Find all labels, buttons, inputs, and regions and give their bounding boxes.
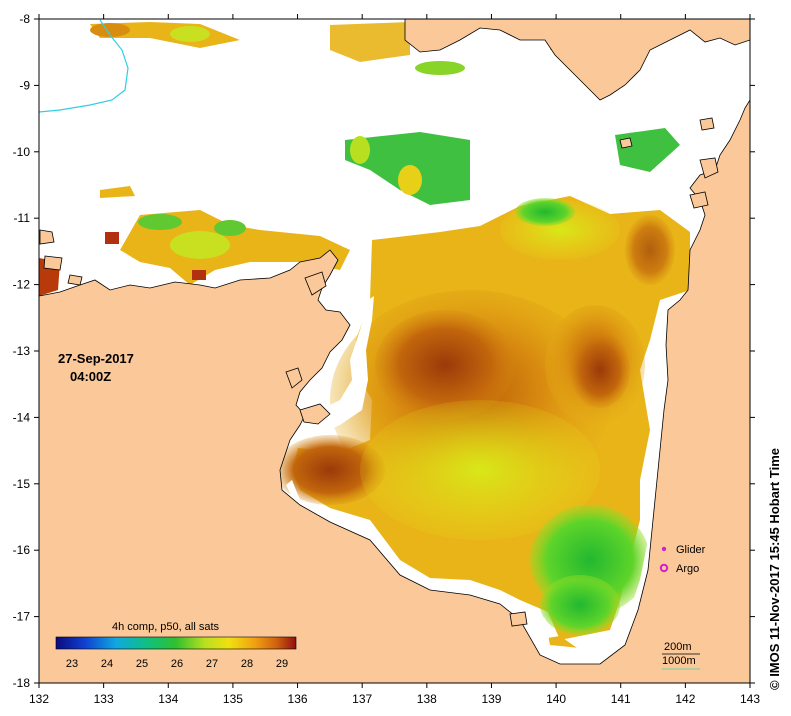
legend-argo: Argo: [676, 563, 699, 575]
isobath-1000m: 1000m: [662, 655, 696, 667]
glider-marker-icon: [661, 546, 667, 552]
x-tick-label: 132: [29, 692, 49, 706]
y-tick-label: -9: [19, 78, 30, 92]
colorbar-gradient: [55, 636, 297, 650]
colorbar-tick-label: 23: [66, 658, 78, 670]
x-tick-label: 137: [352, 692, 372, 706]
sst-field: [275, 196, 690, 640]
colorbar-ticks: 23 24 25 26 27 28 29: [66, 658, 288, 670]
land-new-guinea: [404, 19, 750, 101]
islands: [285, 367, 331, 425]
land-northern-territory: [39, 99, 750, 683]
y-tick-label: -18: [13, 676, 31, 690]
isobath-legend: 200m 1000m: [662, 641, 700, 670]
y-tick-label: -16: [13, 543, 31, 557]
x-tick-label: 141: [611, 692, 631, 706]
y-tick-label: -15: [13, 477, 31, 491]
river-line: [39, 19, 129, 113]
colorbar-tick-label: 24: [101, 658, 113, 670]
x-tick-label: 134: [158, 692, 178, 706]
isobath-200m: 200m: [664, 641, 692, 653]
x-tick-label: 139: [481, 692, 501, 706]
x-tick-label: 133: [94, 692, 114, 706]
legend: Glider Argo: [659, 544, 706, 575]
map-layers: [39, 19, 750, 683]
y-tick-label: -13: [13, 344, 31, 358]
credit-text: © IMOS 11-Nov-2017 15:45 Hobart Time: [767, 448, 782, 690]
date-label: 27-Sep-2017: [58, 351, 134, 366]
colorbar-tick-label: 27: [206, 658, 218, 670]
time-label: 04:00Z: [70, 369, 111, 384]
y-tick-label: -12: [13, 278, 31, 292]
colorbar-title: 4h comp, p50, all sats: [112, 621, 220, 633]
y-tick-label: -10: [13, 145, 31, 159]
colorbar-tick-label: 25: [136, 658, 148, 670]
y-tick-label: -17: [13, 610, 31, 624]
x-axis: 132 133 134 135 136 137 138 139 140 141 142 143: [29, 14, 760, 706]
y-tick-label: -14: [13, 410, 31, 424]
argo-marker-icon: [659, 563, 669, 573]
x-tick-label: 142: [675, 692, 695, 706]
x-tick-label: 135: [223, 692, 243, 706]
x-tick-label: 138: [417, 692, 437, 706]
colorbar-tick-label: 29: [276, 658, 288, 670]
colorbar: 4h comp, p50, all sats 23 24 25 26 27 28 29: [55, 621, 297, 670]
coastal-nodata: [286, 296, 675, 670]
y-tick-label: -8: [19, 12, 30, 26]
y-tick-label: -11: [14, 211, 31, 225]
colorbar-tick-label: 28: [241, 658, 253, 670]
x-tick-label: 136: [288, 692, 308, 706]
x-tick-label: 143: [740, 692, 760, 706]
legend-glider: Glider: [676, 544, 706, 556]
colorbar-tick-label: 26: [171, 658, 183, 670]
x-tick-label: 140: [546, 692, 566, 706]
land: [39, 19, 750, 683]
y-axis: -8 -9 -10 -11 -12 -13 -14 -15 -16 -17 -18: [13, 12, 755, 690]
land-cape-york-islands: [699, 157, 719, 179]
